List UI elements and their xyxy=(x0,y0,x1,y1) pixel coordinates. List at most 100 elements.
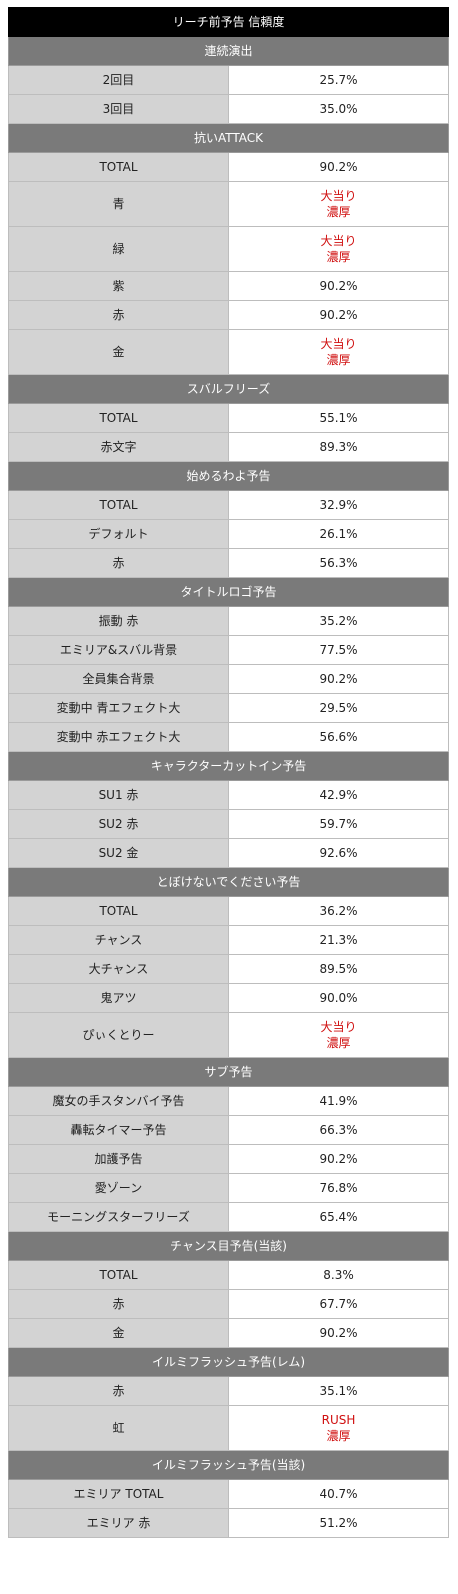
title-row: リーチ前予告 信頼度 xyxy=(8,7,449,37)
row-label: チャンス xyxy=(8,925,229,955)
table-row: SU2 金 92.6% xyxy=(8,838,449,868)
row-value: 55.1% xyxy=(228,403,449,433)
row-label: 赤 xyxy=(8,1376,229,1406)
row-label: TOTAL xyxy=(8,403,229,433)
table-row: 金 90.2% xyxy=(8,1318,449,1348)
row-label: 全員集合背景 xyxy=(8,664,229,694)
row-value: 89.3% xyxy=(228,432,449,462)
row-value: 76.8% xyxy=(228,1173,449,1203)
row-label: 大チャンス xyxy=(8,954,229,984)
section-header-row: タイトルロゴ予告 xyxy=(8,577,449,607)
highlight-line: 大当り xyxy=(320,189,357,203)
section-header: 始めるわよ予告 xyxy=(8,461,449,491)
table-row: エミリア 赤 51.2% xyxy=(8,1508,449,1538)
section-header-row: サブ予告 xyxy=(8,1057,449,1087)
row-label: TOTAL xyxy=(8,1260,229,1290)
table-row: 加護予告 90.2% xyxy=(8,1144,449,1174)
row-value-highlight: 大当り 濃厚 xyxy=(228,329,449,375)
row-label: 2回目 xyxy=(8,65,229,95)
row-value: 51.2% xyxy=(228,1508,449,1538)
row-value: 32.9% xyxy=(228,490,449,520)
row-label: TOTAL xyxy=(8,896,229,926)
table-row: 虹 RUSH 濃厚 xyxy=(8,1405,449,1451)
section-header: チャンス目予告(当該) xyxy=(8,1231,449,1261)
row-value: 41.9% xyxy=(228,1086,449,1116)
row-label: ぴぃくとりー xyxy=(8,1012,229,1058)
table-row: モーニングスターフリーズ 65.4% xyxy=(8,1202,449,1232)
highlight-line: RUSH xyxy=(321,1413,356,1427)
row-label: 青 xyxy=(8,181,229,227)
row-value: 56.6% xyxy=(228,722,449,752)
row-label: 振動 赤 xyxy=(8,606,229,636)
row-value: 90.0% xyxy=(228,983,449,1013)
row-label: SU2 赤 xyxy=(8,809,229,839)
section-header-row: チャンス目予告(当該) xyxy=(8,1231,449,1261)
row-label: SU1 赤 xyxy=(8,780,229,810)
row-label: 赤 xyxy=(8,548,229,578)
section-header-row: イルミフラッシュ予告(当該) xyxy=(8,1450,449,1480)
row-label: 3回目 xyxy=(8,94,229,124)
table-row: 赤 56.3% xyxy=(8,548,449,578)
section-header-row: とぼけないでください予告 xyxy=(8,867,449,897)
table-row: エミリア TOTAL 40.7% xyxy=(8,1479,449,1509)
section-header-row: スバルフリーズ xyxy=(8,374,449,404)
table-row: 全員集合背景 90.2% xyxy=(8,664,449,694)
table-row: SU1 赤 42.9% xyxy=(8,780,449,810)
row-value: 77.5% xyxy=(228,635,449,665)
table-row: 魔女の手スタンバイ予告 41.9% xyxy=(8,1086,449,1116)
row-label: SU2 金 xyxy=(8,838,229,868)
row-value: 90.2% xyxy=(228,664,449,694)
row-label: 加護予告 xyxy=(8,1144,229,1174)
row-label: エミリア 赤 xyxy=(8,1508,229,1538)
section-header-row: 連続演出 xyxy=(8,36,449,66)
row-value: 89.5% xyxy=(228,954,449,984)
table-row: 青大当り 濃厚 xyxy=(8,181,449,227)
row-value: 67.7% xyxy=(228,1289,449,1319)
row-value: 66.3% xyxy=(228,1115,449,1145)
table-row: 赤 35.1% xyxy=(8,1376,449,1406)
row-value-highlight: 大当り 濃厚 xyxy=(228,181,449,227)
row-label: 虹 xyxy=(8,1405,229,1451)
section-header-row: 抗いATTACK xyxy=(8,123,449,153)
section-header: イルミフラッシュ予告(当該) xyxy=(8,1450,449,1480)
row-label: 鬼アツ xyxy=(8,983,229,1013)
row-value: 56.3% xyxy=(228,548,449,578)
row-label: 緑 xyxy=(8,226,229,272)
section-header: 抗いATTACK xyxy=(8,123,449,153)
table-row: 2回目 25.7% xyxy=(8,65,449,95)
table-row: TOTAL 55.1% xyxy=(8,403,449,433)
highlight-line: 濃厚 xyxy=(326,1429,351,1443)
table-row: 変動中 青エフェクト大 29.5% xyxy=(8,693,449,723)
row-label: 魔女の手スタンバイ予告 xyxy=(8,1086,229,1116)
row-label: 金 xyxy=(8,1318,229,1348)
row-value: 90.2% xyxy=(228,271,449,301)
row-label: 愛ゾーン xyxy=(8,1173,229,1203)
section-header: イルミフラッシュ予告(レム) xyxy=(8,1347,449,1377)
table-row: ぴぃくとりー 大当り 濃厚 xyxy=(8,1012,449,1058)
section-header: とぼけないでください予告 xyxy=(8,867,449,897)
row-value: 90.2% xyxy=(228,1144,449,1174)
highlight-line: 大当り xyxy=(320,337,357,351)
row-label: TOTAL xyxy=(8,152,229,182)
row-value: 36.2% xyxy=(228,896,449,926)
highlight-line: 濃厚 xyxy=(326,250,351,264)
table-row: 紫 90.2% xyxy=(8,271,449,301)
row-value: 35.1% xyxy=(228,1376,449,1406)
table-row: 緑 大当り濃厚 xyxy=(8,226,449,272)
highlight-line: 濃厚 xyxy=(326,205,351,219)
section-header: 連続演出 xyxy=(8,36,449,66)
section-header: スバルフリーズ xyxy=(8,374,449,404)
row-value: 29.5% xyxy=(228,693,449,723)
section-header: タイトルロゴ予告 xyxy=(8,577,449,607)
row-value: 40.7% xyxy=(228,1479,449,1509)
row-label: エミリア&スバル背景 xyxy=(8,635,229,665)
row-label: 赤文字 xyxy=(8,432,229,462)
section-header-row: キャラクターカットイン予告 xyxy=(8,751,449,781)
table-row: 鬼アツ 90.0% xyxy=(8,983,449,1013)
table-row: 赤 90.2% xyxy=(8,300,449,330)
row-value-highlight: RUSH 濃厚 xyxy=(228,1405,449,1451)
row-label: TOTAL xyxy=(8,490,229,520)
highlight-line: 大当り xyxy=(320,234,357,248)
reliability-table-container: リーチ前予告 信頼度 連続演出 2回目 25.7% 3回目 35.0% 抗いATTACK T… xyxy=(8,7,449,1538)
table-row: 大チャンス 89.5% xyxy=(8,954,449,984)
